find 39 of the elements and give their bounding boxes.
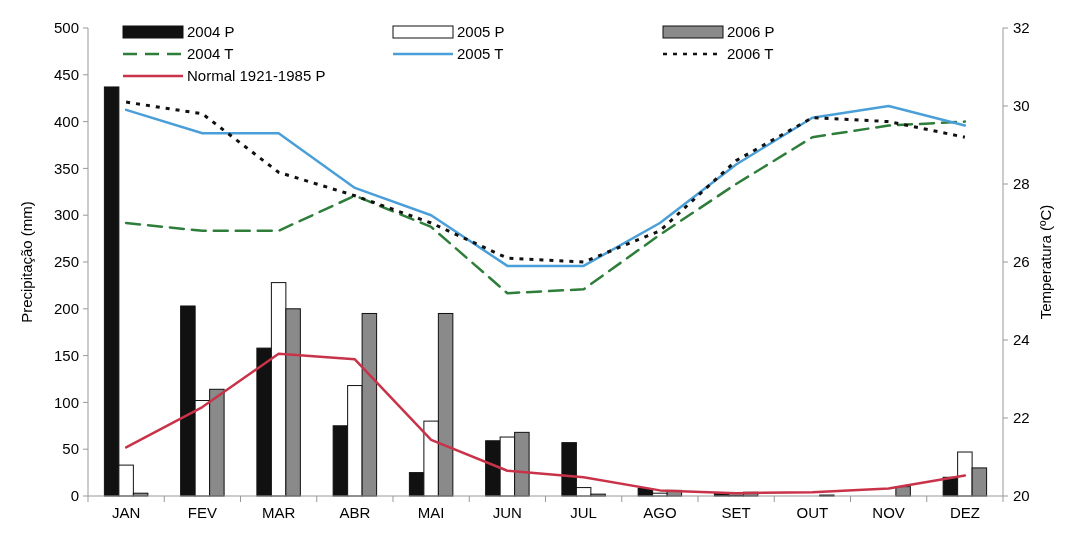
x-tick-label: JAN xyxy=(111,504,141,521)
x-tick-label: DEZ xyxy=(949,504,980,521)
y-tick-label: 450 xyxy=(53,66,79,84)
x-tick-label: NOV xyxy=(872,504,905,521)
y2-tick-label: 26 xyxy=(1013,253,1030,271)
y2-tick-label: 22 xyxy=(1013,409,1030,427)
x-tick-label: SET xyxy=(721,504,751,521)
y2-tick-label: 20 xyxy=(1013,487,1030,505)
legend-label: 2004 T xyxy=(187,45,234,63)
legend-label: 2004 P xyxy=(187,23,235,41)
y2-tick-label: 28 xyxy=(1013,175,1030,193)
y-tick-label: 400 xyxy=(53,112,79,130)
y2-tick-label: 30 xyxy=(1013,97,1030,115)
y-tick-label: 100 xyxy=(53,393,79,411)
legend-label: Normal 1921-1985 P xyxy=(187,67,326,85)
legend-label: 2006 T xyxy=(727,45,774,63)
y2-tick-label: 32 xyxy=(1013,19,1030,37)
x-tick-label: JUL xyxy=(570,504,597,521)
x-tick-label: ABR xyxy=(339,504,371,521)
y2-axis-title: Temperatura (ºC) xyxy=(1037,204,1054,320)
y-tick-label: 50 xyxy=(62,440,79,458)
y-axis-title: Precipitação (mm) xyxy=(18,201,35,323)
x-tick-label: JUN xyxy=(492,504,522,521)
y-tick-label: 500 xyxy=(53,19,79,37)
y2-tick-label: 24 xyxy=(1013,331,1030,349)
x-tick-label: AGO xyxy=(643,504,677,521)
y-tick-label: 250 xyxy=(53,253,79,271)
legend-label: 2006 P xyxy=(727,23,775,41)
y-tick-label: 0 xyxy=(70,487,79,505)
legend-label: 2005 P xyxy=(457,23,505,41)
y-tick-label: 350 xyxy=(53,159,79,177)
x-tick-label: MAI xyxy=(417,504,445,521)
y-tick-label: 150 xyxy=(53,346,79,364)
x-tick-label: MAR xyxy=(261,504,296,521)
legend-label: 2005 T xyxy=(457,45,504,63)
y-tick-label: 300 xyxy=(53,206,79,224)
y-tick-label: 200 xyxy=(53,300,79,318)
x-tick-label: FEV xyxy=(187,504,217,521)
x-tick-label: OUT xyxy=(796,504,829,521)
